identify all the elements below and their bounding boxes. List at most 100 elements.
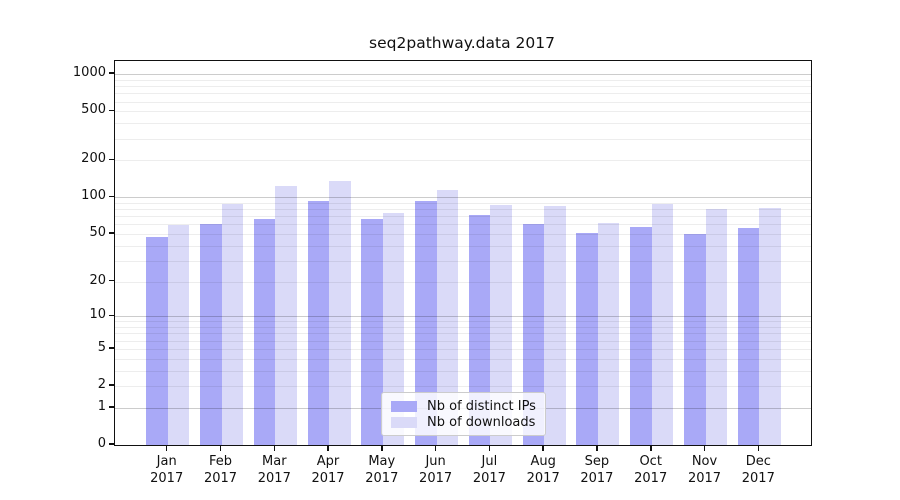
y-tick-label: 10 [89,307,106,323]
y-tick-mark [109,347,114,349]
legend-label-distinct-ips: Nb of distinct IPs [427,399,536,414]
y-tick-label: 5 [97,339,106,355]
y-tick-label: 20 [89,272,106,288]
bar-distinct-ips [253,218,276,445]
x-tick-label: Aug 2017 [511,453,575,487]
x-tick-label: Mar 2017 [242,453,306,487]
y-tick-mark [109,443,114,445]
x-tick-year: 2017 [150,471,184,486]
bar-downloads [544,205,566,445]
bar-downloads [382,213,405,445]
y-tick-label: 500 [81,102,106,118]
y-tick-label: 50 [89,224,106,240]
legend-item-distinct-ips: Nb of distinct IPs [391,399,537,414]
x-tick-label: Dec 2017 [726,453,790,487]
bar-distinct-ips [468,215,491,445]
x-tick-label: Oct 2017 [619,453,683,487]
y-tick-mark [109,384,114,386]
y-tick-mark [109,195,114,197]
bar-distinct-ips [576,232,598,445]
x-tick-label: May 2017 [350,453,414,487]
x-tick-label: Jul 2017 [457,453,521,487]
x-tick-label: Jan 2017 [135,453,199,487]
x-tick-year: 2017 [365,471,399,486]
bar-downloads [221,203,243,445]
bar-downloads [651,203,674,445]
bar-distinct-ips [361,219,383,445]
bar-downloads [705,208,727,445]
x-tick-mark [219,445,222,451]
bar-downloads [759,207,781,445]
y-tick-label: 200 [81,151,106,167]
x-tick-month: Jul [481,454,498,469]
x-tick-label: Jun 2017 [404,453,468,487]
y-tick-mark [109,406,114,408]
legend-swatch-downloads [391,417,417,428]
x-tick-mark [327,445,329,451]
bar-distinct-ips [307,201,329,445]
bar-downloads [329,180,351,445]
bar-distinct-ips [522,224,545,445]
y-tick-mark [109,109,114,112]
legend-item-downloads: Nb of downloads [391,415,537,430]
bar-distinct-ips [737,228,760,445]
x-tick-month: Dec [745,454,771,469]
bar-layer [115,61,811,445]
bar-distinct-ips [630,227,652,445]
x-tick-label: Feb 2017 [189,453,253,487]
x-tick-month: Mar [262,454,287,469]
x-tick-month: Nov [691,454,718,469]
x-tick-year: 2017 [311,471,345,486]
y-tick-label: 1 [97,398,106,414]
y-tick-mark [109,72,114,74]
x-tick-year: 2017 [203,471,238,486]
x-tick-month: Sep [584,454,610,469]
x-tick-year: 2017 [526,471,560,486]
bar-downloads [167,225,190,445]
x-tick-mark [434,445,437,451]
legend-label-downloads: Nb of downloads [427,415,536,430]
y-tick-mark [109,158,114,161]
bar-distinct-ips [684,233,706,445]
chart-title: seq2pathway.data 2017 [369,34,555,52]
bar-downloads [275,185,297,445]
x-tick-mark [757,445,759,451]
x-tick-label: Nov 2017 [673,453,737,487]
y-tick-label: 0 [97,436,106,451]
x-tick-mark [650,445,652,451]
bar-distinct-ips [415,201,437,445]
x-tick-month: May [368,454,396,469]
bar-distinct-ips [200,223,222,445]
y-tick-mark [109,232,114,234]
y-tick-mark [109,279,114,282]
x-tick-year: 2017 [580,471,614,486]
legend: Nb of distinct IPs Nb of downloads [381,392,546,436]
x-tick-year: 2017 [472,471,506,486]
x-tick-year: 2017 [741,471,775,486]
y-tick-mark [109,314,114,316]
x-tick-label: Sep 2017 [565,453,629,487]
x-tick-month: Jun [425,454,446,469]
x-tick-year: 2017 [257,471,291,486]
x-tick-mark [381,445,383,451]
legend-swatch-distinct-ips [391,401,417,412]
bar-distinct-ips [146,237,168,445]
x-tick-month: Jan [156,454,177,469]
x-tick-mark [165,445,168,451]
x-tick-month: Aug [530,454,556,469]
x-tick-mark [488,445,491,451]
x-tick-label: Apr 2017 [296,453,360,487]
x-tick-month: Oct [639,454,662,469]
bar-downloads [597,222,620,445]
x-tick-month: Feb [208,454,233,469]
x-tick-month: Apr [316,454,340,469]
y-tick-label: 2 [97,377,106,392]
y-tick-label: 1000 [72,65,106,81]
x-tick-year: 2017 [687,471,722,486]
x-tick-mark [596,445,598,451]
x-tick-mark [542,445,544,451]
y-tick-label: 100 [81,188,106,204]
x-tick-year: 2017 [634,471,668,486]
bar-downloads [490,204,512,445]
